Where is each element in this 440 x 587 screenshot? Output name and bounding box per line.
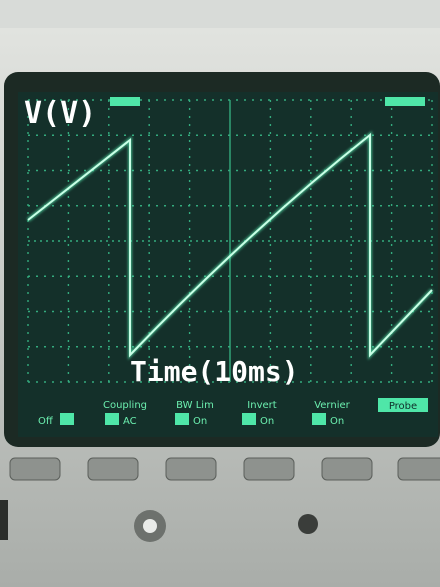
connector: [298, 514, 318, 534]
softkey-title: Coupling: [103, 400, 147, 411]
softkey-title: Invert: [247, 400, 276, 411]
softkey-title: BW Lim: [176, 400, 214, 411]
knob-center: [143, 519, 157, 533]
softkey-setting: On: [330, 416, 344, 427]
softkey-indicator: [242, 413, 256, 425]
softkey-button[interactable]: [244, 458, 294, 480]
softkey-setting: On: [260, 416, 274, 427]
softkey-button[interactable]: [166, 458, 216, 480]
softkey-indicator: [175, 413, 189, 425]
softkey-button[interactable]: [88, 458, 138, 480]
page: V(V) Time(10ms) Off Coupling AC BW Lim On In…: [0, 0, 440, 587]
y-axis-label: V(V): [24, 96, 96, 131]
softkey-button[interactable]: [398, 458, 440, 480]
oscilloscope-photo: V(V) Time(10ms) Off Coupling AC BW Lim On In…: [0, 0, 440, 587]
edge-shadow: [0, 500, 8, 540]
status-block: [110, 97, 140, 106]
softkey-button[interactable]: [322, 458, 372, 480]
softkey-label: Off: [38, 416, 54, 427]
softkey-indicator: [312, 413, 326, 425]
status-block: [385, 97, 425, 106]
softkey-setting: On: [193, 416, 207, 427]
softkey-indicator: [60, 413, 74, 425]
top-strip: [0, 0, 440, 28]
x-axis-label: Time(10ms): [130, 355, 299, 388]
softkey-button[interactable]: [10, 458, 60, 480]
softkey-label: Probe: [389, 401, 417, 412]
softkey-indicator: [105, 413, 119, 425]
softkey-setting: AC: [123, 416, 137, 427]
softkey-title: Vernier: [314, 400, 350, 411]
